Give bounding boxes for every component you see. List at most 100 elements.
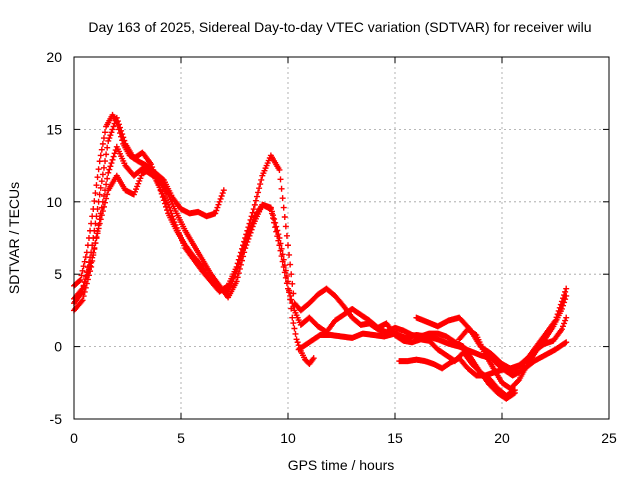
data-point-marker: [213, 207, 220, 214]
data-point-marker: [78, 286, 85, 293]
data-point-marker: [289, 300, 296, 307]
data-point-marker: [115, 121, 122, 128]
data-point-marker: [102, 129, 109, 136]
data-point-marker: [280, 256, 287, 263]
data-point-marker: [81, 288, 88, 295]
data-point-marker: [272, 219, 279, 226]
data-point-marker: [103, 151, 110, 158]
data-point-marker: [96, 191, 103, 198]
data-point-marker: [91, 198, 98, 205]
data-point-marker: [283, 273, 290, 280]
data-point-marker: [97, 184, 104, 191]
data-point-marker: [278, 185, 285, 192]
data-point-marker: [94, 230, 101, 237]
data-point-marker: [561, 299, 568, 306]
data-point-marker: [103, 195, 110, 202]
data-point-marker: [267, 204, 274, 211]
data-point-marker: [80, 293, 87, 300]
data-point-marker: [288, 271, 295, 278]
data-point-marker: [76, 277, 83, 284]
data-point-marker: [563, 339, 570, 346]
data-point-marker: [83, 272, 90, 279]
data-point-marker: [98, 178, 105, 185]
data-point-marker: [99, 208, 106, 215]
data-point-marker: [236, 257, 243, 264]
data-point-marker: [292, 330, 299, 337]
data-point-marker: [104, 144, 111, 151]
data-point-marker: [240, 246, 247, 253]
data-point-marker: [562, 339, 569, 346]
data-point-marker: [250, 206, 257, 213]
data-point-marker: [100, 135, 107, 142]
data-point-marker: [109, 126, 116, 133]
data-point-marker: [171, 219, 178, 226]
data-point-marker: [98, 212, 105, 219]
data-point-marker: [238, 250, 245, 257]
data-point-marker: [82, 275, 89, 282]
y-tick-label: 10: [46, 194, 62, 210]
data-point-marker: [247, 224, 254, 231]
data-point-marker: [169, 213, 176, 220]
series-day-5: [295, 330, 570, 379]
axis-ticks: 0 5 10 15 20 25 -5 0 5 10 15 20: [46, 49, 617, 446]
data-point-marker: [138, 172, 145, 179]
data-point-marker: [133, 186, 140, 193]
data-point-marker: [234, 264, 241, 271]
data-point-marker: [137, 175, 144, 182]
data-point-marker: [80, 263, 87, 270]
data-point-marker: [287, 296, 294, 303]
data-point-marker: [282, 267, 289, 274]
data-point-marker: [167, 207, 174, 214]
data-point-marker: [279, 251, 286, 258]
data-point-marker: [286, 287, 293, 294]
data-point-marker: [118, 127, 125, 134]
data-point-marker: [281, 214, 288, 221]
data-point-marker: [120, 134, 127, 141]
data-point-marker: [216, 198, 223, 205]
data-point-marker: [97, 216, 104, 223]
x-tick-label: 20: [494, 430, 510, 446]
data-point-marker: [256, 185, 263, 192]
data-points: [71, 111, 570, 402]
data-point-marker: [220, 187, 227, 194]
data-point-marker: [561, 320, 568, 327]
data-point-marker: [249, 209, 256, 216]
data-point-marker: [111, 150, 118, 157]
data-point-marker: [136, 177, 143, 184]
data-point-marker: [280, 204, 287, 211]
x-axis-label: GPS time / hours: [288, 457, 395, 473]
data-point-marker: [94, 174, 101, 181]
data-point-marker: [79, 297, 86, 304]
y-tick-label: -5: [50, 411, 63, 427]
data-point-marker: [93, 235, 100, 242]
data-point-marker: [212, 210, 219, 217]
data-point-marker: [249, 219, 256, 226]
data-point-marker: [78, 272, 85, 279]
data-point-marker: [515, 377, 522, 384]
data-point-marker: [109, 156, 116, 163]
data-point-marker: [219, 190, 226, 197]
data-point-marker: [287, 261, 294, 268]
data-point-marker: [559, 323, 566, 330]
data-point-marker: [106, 166, 113, 173]
data-point-marker: [472, 331, 479, 338]
data-point-marker: [79, 267, 86, 274]
data-point-marker: [77, 276, 84, 283]
data-point-marker: [99, 171, 106, 178]
data-point-marker: [290, 320, 297, 327]
data-point-marker: [102, 158, 109, 165]
data-point-marker: [81, 279, 88, 286]
data-point-marker: [84, 269, 91, 276]
data-point-marker: [241, 242, 248, 249]
data-point-marker: [105, 169, 112, 176]
data-point-marker: [93, 213, 100, 220]
data-point-marker: [246, 227, 253, 234]
data-point-marker: [218, 193, 225, 200]
data-point-marker: [563, 285, 570, 292]
data-point-marker: [107, 163, 114, 170]
data-point-marker: [78, 298, 85, 305]
chart-title: Day 163 of 2025, Sidereal Day-to-day VTE…: [88, 19, 591, 35]
data-point-marker: [277, 176, 284, 183]
data-point-marker: [214, 204, 221, 211]
